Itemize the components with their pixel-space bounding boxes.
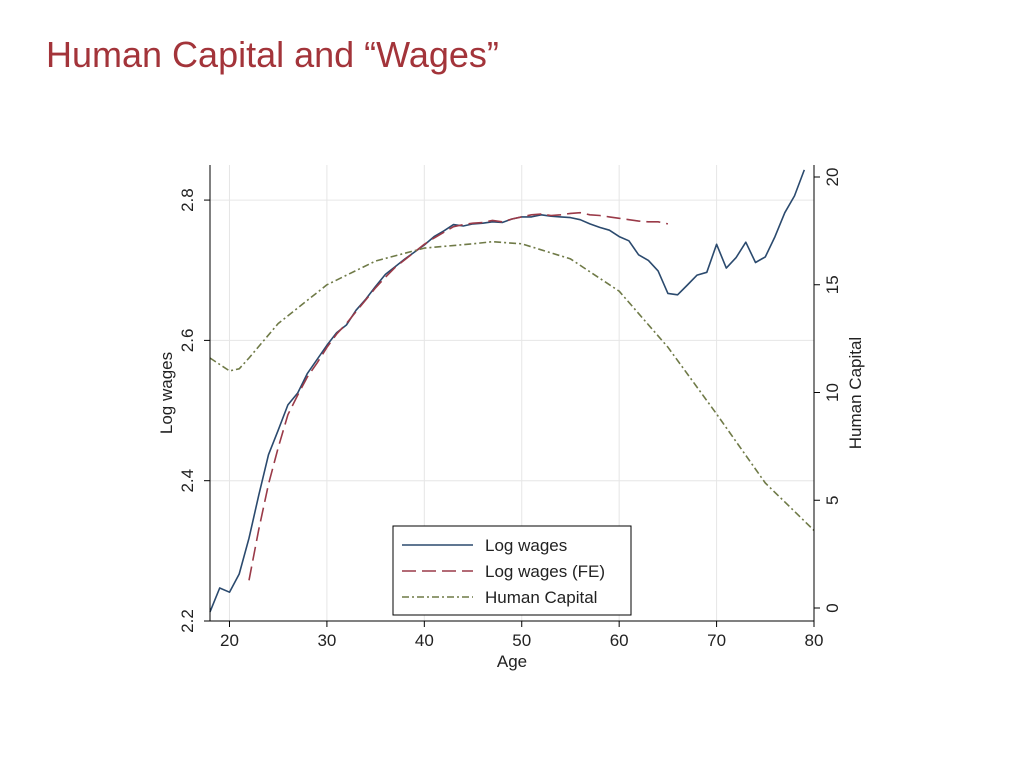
legend: Log wages Log wages (FE) Human Capital: [392, 525, 632, 616]
x-axis-label: Age: [497, 652, 527, 671]
y-right-tick-label: 10: [823, 383, 842, 402]
axes: 20 30 40 50 60 70 80 Age 2.2 2.4 2.6 2.8 Log wages 0 5…: [157, 165, 865, 671]
y-tick-label: 2.6: [178, 329, 197, 353]
y-tick-label: 2.2: [178, 609, 197, 633]
y-right-tick-label: 5: [823, 496, 842, 505]
y-right-tick-label: 20: [823, 168, 842, 187]
x-tick-label: 50: [512, 631, 531, 650]
y-right-tick-label: 0: [823, 603, 842, 612]
series-line-log-wages: [209, 169, 806, 613]
x-tick-label: 80: [805, 631, 824, 650]
y-axis-label: Log wages: [157, 352, 176, 434]
x-tick-label: 30: [317, 631, 336, 650]
x-tick-label: 40: [415, 631, 434, 650]
series-line-log-wages-fe: [248, 211, 669, 581]
x-tick-label: 70: [707, 631, 726, 650]
y-right-tick-label: 15: [823, 275, 842, 294]
y-tick-label: 2.8: [178, 188, 197, 212]
legend-label: Log wages: [485, 536, 567, 555]
slide-title: Human Capital and “Wages”: [46, 34, 499, 75]
series-layer: [209, 169, 815, 613]
x-tick-label: 60: [610, 631, 629, 650]
legend-label: Log wages (FE): [485, 562, 605, 581]
y-tick-label: 2.4: [178, 469, 197, 493]
y-right-axis-label: Human Capital: [846, 337, 865, 449]
legend-label: Human Capital: [485, 588, 597, 607]
x-tick-label: 20: [220, 631, 239, 650]
